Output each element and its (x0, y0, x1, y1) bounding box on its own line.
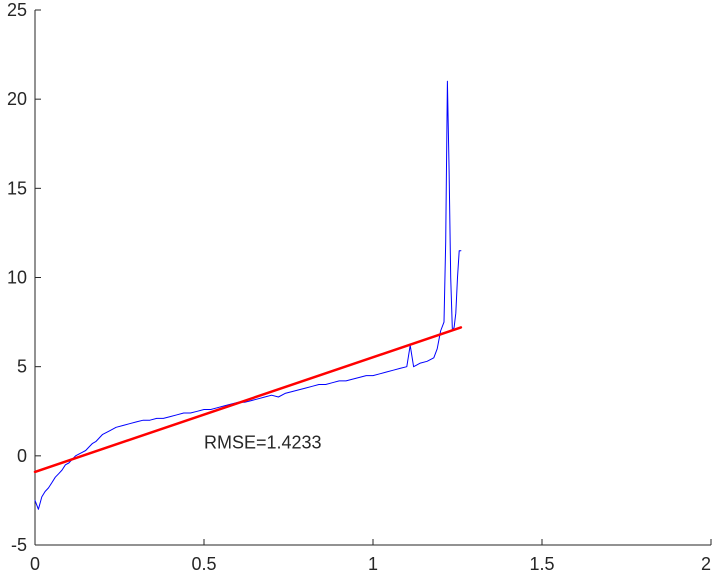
annotation-group: RMSE=1.4233 (204, 433, 322, 453)
fit-line (33, 326, 463, 474)
x-tick-label: 0.5 (191, 554, 216, 574)
y-tick-label: -5 (11, 535, 27, 555)
x-tick-label: 2 (701, 554, 711, 574)
y-tick-label: 5 (17, 357, 27, 377)
x-tick-label: 0 (30, 554, 40, 574)
y-tick-label: 10 (7, 268, 27, 288)
rmse-annotation: RMSE=1.4233 (204, 433, 322, 453)
series-group (33, 80, 463, 510)
x-tick-label: 1 (368, 554, 378, 574)
y-tick-label: 25 (7, 0, 27, 20)
data-line (34, 80, 462, 510)
y-tick-label: 20 (7, 89, 27, 109)
y-tick-label: 0 (17, 446, 27, 466)
x-tick-label: 1.5 (529, 554, 554, 574)
y-tick-label: 15 (7, 178, 27, 198)
